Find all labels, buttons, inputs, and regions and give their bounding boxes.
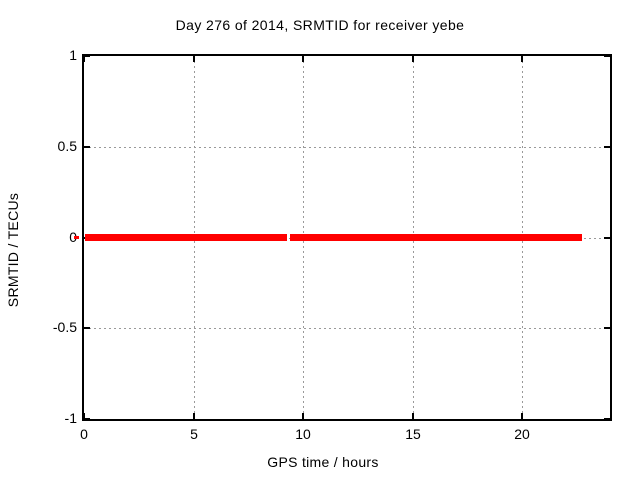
x-tick-mark-top: [302, 56, 304, 62]
x-tick-label: 5: [190, 426, 198, 442]
y-gridline: [84, 328, 610, 329]
x-tick-mark-top: [193, 56, 195, 62]
x-tick-mark-bottom: [521, 413, 523, 419]
data-line-segment: [290, 234, 582, 241]
x-tick-label: 10: [295, 426, 311, 442]
chart-title: Day 276 of 2014, SRMTID for receiver yeb…: [175, 17, 465, 33]
x-tick-mark-bottom: [193, 413, 195, 419]
y-zero-outer-tick: [74, 236, 79, 239]
x-tick-label: 0: [80, 426, 88, 442]
y-tick-mark-right: [604, 418, 610, 420]
x-tick-mark-bottom: [302, 413, 304, 419]
y-tick-label: 1: [69, 47, 77, 63]
plot-area: [82, 54, 612, 421]
y-tick-mark-right: [604, 237, 610, 239]
y-tick-label: -0.5: [52, 319, 77, 335]
x-tick-mark-top: [83, 56, 85, 62]
y-tick-label: -1: [64, 410, 77, 426]
x-tick-mark-top: [412, 56, 414, 62]
y-tick-mark-right: [604, 55, 610, 57]
y-tick-label: 0: [17, 230, 77, 245]
y-tick-mark-right: [604, 146, 610, 148]
x-tick-mark-top: [521, 56, 523, 62]
y-tick-mark-left: [84, 418, 90, 420]
y-tick-mark-left: [84, 55, 90, 57]
y-gridline: [84, 147, 610, 148]
x-tick-label: 15: [405, 426, 421, 442]
x-tick-label: 20: [514, 426, 530, 442]
y-tick-mark-left: [84, 146, 90, 148]
x-tick-mark-bottom: [83, 413, 85, 419]
y-tick-mark-left: [84, 327, 90, 329]
y-tick-mark-right: [604, 327, 610, 329]
data-line-segment: [85, 234, 287, 241]
x-tick-mark-bottom: [412, 413, 414, 419]
y-tick-label: 0.5: [57, 138, 77, 154]
x-axis-label: GPS time / hours: [267, 454, 379, 470]
